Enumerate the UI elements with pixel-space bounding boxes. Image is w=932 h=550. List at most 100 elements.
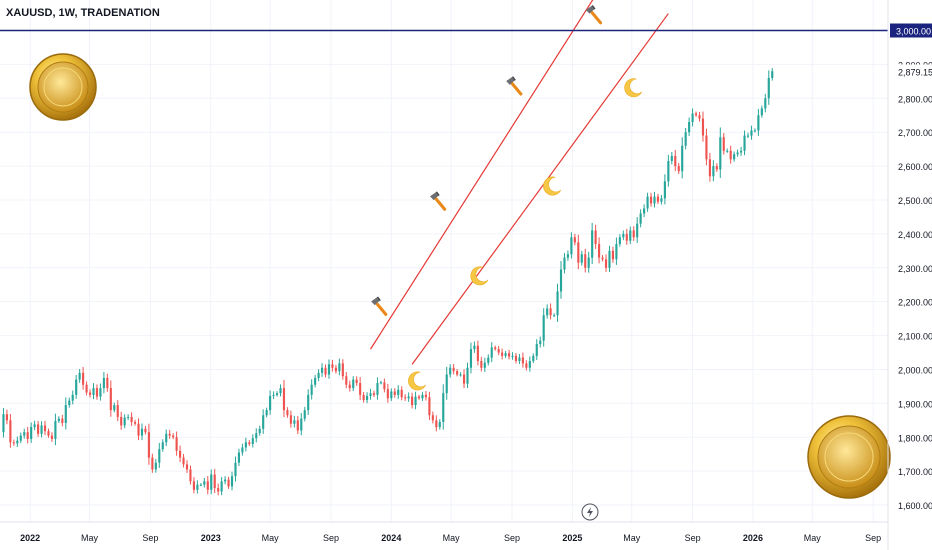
candle-body [764,98,767,109]
candle-body [9,420,12,443]
candle-body [501,352,504,356]
candle-body [116,405,119,417]
candle-body [684,132,687,146]
candle-body [632,230,635,238]
candle-body [722,137,725,151]
y-tick-label: 1,800.00 [898,433,932,443]
candle-body [220,481,223,492]
candle-body [147,432,150,458]
candle-body [386,389,389,399]
candle-body [743,135,746,151]
candle-body [61,418,64,424]
x-tick-label: May [262,533,280,543]
candle-body [663,181,666,199]
candle-body [559,269,563,292]
candle-body [556,291,559,316]
candle-body [708,159,711,177]
candle-body [473,345,476,350]
candle-body [120,416,123,426]
candle-body [428,397,431,416]
candle-body [591,230,594,258]
y-tick-label: 1,700.00 [898,467,932,477]
candle-body [334,367,337,372]
price-axis[interactable]: 1,600.00 1,700.00 1,800.00 1,900.00 2,000.00… [890,23,932,512]
candle-body [660,198,663,202]
candle-body [102,377,105,389]
candle-body [310,384,313,395]
candle-body [54,420,57,439]
crescent-moon-icon [408,371,426,391]
candle-body [300,418,303,431]
candle-body [563,257,566,270]
candle-body [230,476,234,487]
price-channel[interactable] [370,0,669,365]
candle-body [203,481,206,485]
candle-body [47,431,50,436]
x-tick-label: Sep [504,533,520,543]
candle-body [618,237,621,245]
candle-body [255,433,258,439]
candle-body [262,415,265,429]
candle-body [566,254,569,258]
candle-body [670,155,673,162]
channel-line-upper [370,0,594,350]
candle-body [431,415,434,421]
candle-body [705,135,708,160]
candle-body [739,150,743,153]
candle-body [691,113,694,123]
candle-body [584,254,587,268]
candle-body [580,254,583,263]
candle-body [272,394,275,396]
candle-body [417,396,421,399]
x-tick-label: Sep [323,533,339,543]
candle-body [757,115,760,131]
candle-body [99,388,102,397]
lightning-icon[interactable] [581,503,599,521]
candle-body [456,371,459,375]
candle-body [189,469,192,482]
candle-body [19,435,22,441]
candle-body [217,488,220,492]
y-tick-label: 2,400.00 [898,230,932,240]
candle-body [507,353,511,357]
candle-body [701,118,705,136]
candle-body [719,137,722,170]
candle-body [546,308,549,316]
candle-body [154,462,157,470]
candle-body [317,372,320,378]
candle-body [234,462,237,477]
candle-body [151,457,154,470]
x-tick-label: Sep [685,533,701,543]
time-axis[interactable]: 2022 May Sep 2023 May Sep 2024 May Sep 2025 May Sep… [20,533,881,543]
candle-body [359,383,362,395]
candle-body [539,340,542,345]
candle-body [206,481,209,490]
candle-body [50,435,54,439]
channel-line-lower [411,13,669,365]
y-tick-label: 2,300.00 [898,264,932,274]
candle-body [78,372,81,380]
candle-body [365,395,369,400]
candle-body [462,374,466,384]
candle-body [213,474,216,489]
candle-body [179,450,182,458]
crescent-moon-icon [543,176,562,196]
candle-body [681,145,684,172]
candle-body [168,433,171,436]
x-tick-label: May [623,533,641,543]
candle-body [369,393,372,396]
candle-body [421,394,424,399]
candle-body [175,437,178,451]
candle-body [248,442,251,445]
candle-body [677,166,680,172]
candle-body [144,428,147,433]
candle-body [604,259,608,268]
candle-body [16,440,19,444]
candle-body [407,396,410,399]
x-tick-label: May [804,533,822,543]
gold-coin-icon [29,53,97,121]
x-tick-label: 2024 [381,533,401,543]
candle-body [293,420,296,424]
resistance-price-badge [890,23,932,38]
